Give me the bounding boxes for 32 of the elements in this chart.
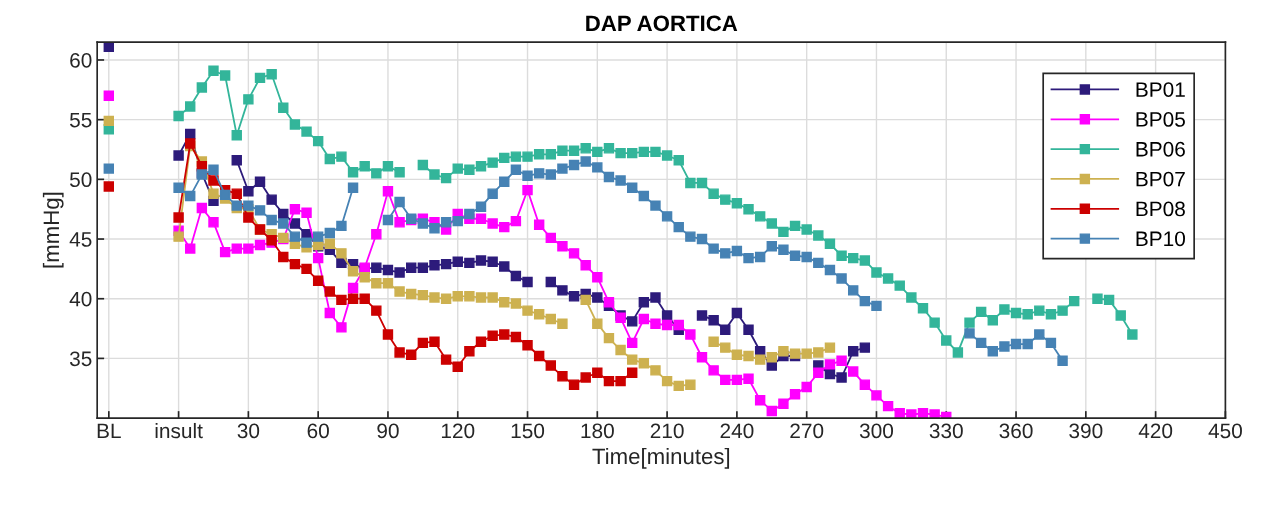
x-tick-label: 120	[441, 423, 475, 439]
y-tick-label: 40	[69, 291, 92, 307]
legend-label: BP10	[1136, 231, 1185, 247]
legend-label: BP01	[1136, 82, 1185, 97]
legend-label: BP06	[1136, 141, 1185, 157]
x-tick-label: 330	[929, 423, 963, 439]
x-tick-label: 240	[720, 423, 754, 439]
x-tick-label: 300	[859, 423, 894, 439]
x-tick-label: 270	[790, 423, 824, 439]
x-tick-label: 420	[1138, 423, 1173, 439]
x-tick-label: 450	[1208, 423, 1242, 439]
chart-title: DAP AORTICA	[586, 15, 738, 32]
legend-label: BP05	[1136, 112, 1185, 127]
y-tick-label: 45	[69, 232, 92, 247]
x-tick-label: BL	[97, 423, 121, 439]
x-tick-label: 150	[511, 423, 545, 439]
x-axis-title: Time[minutes]	[592, 447, 730, 469]
x-tick-label: 210	[650, 423, 684, 439]
x-tick-label: 390	[1069, 423, 1103, 439]
y-axis-title: [mmHg]	[42, 192, 64, 268]
y-tick-label: 50	[69, 172, 92, 188]
legend-label: BP08	[1136, 201, 1185, 217]
x-tick-label: 30	[237, 423, 260, 439]
legend-label: BP07	[1136, 171, 1185, 187]
x-tick-label: 60	[307, 423, 329, 439]
x-tick-label: 90	[377, 423, 399, 439]
y-tick-label: 60	[70, 52, 92, 68]
x-tick-label: 360	[999, 423, 1033, 439]
x-tick-label: 180	[581, 423, 614, 439]
y-tick-label: 35	[69, 351, 92, 367]
y-tick-label: 55	[69, 112, 92, 128]
x-tick-label: insult	[155, 422, 203, 439]
